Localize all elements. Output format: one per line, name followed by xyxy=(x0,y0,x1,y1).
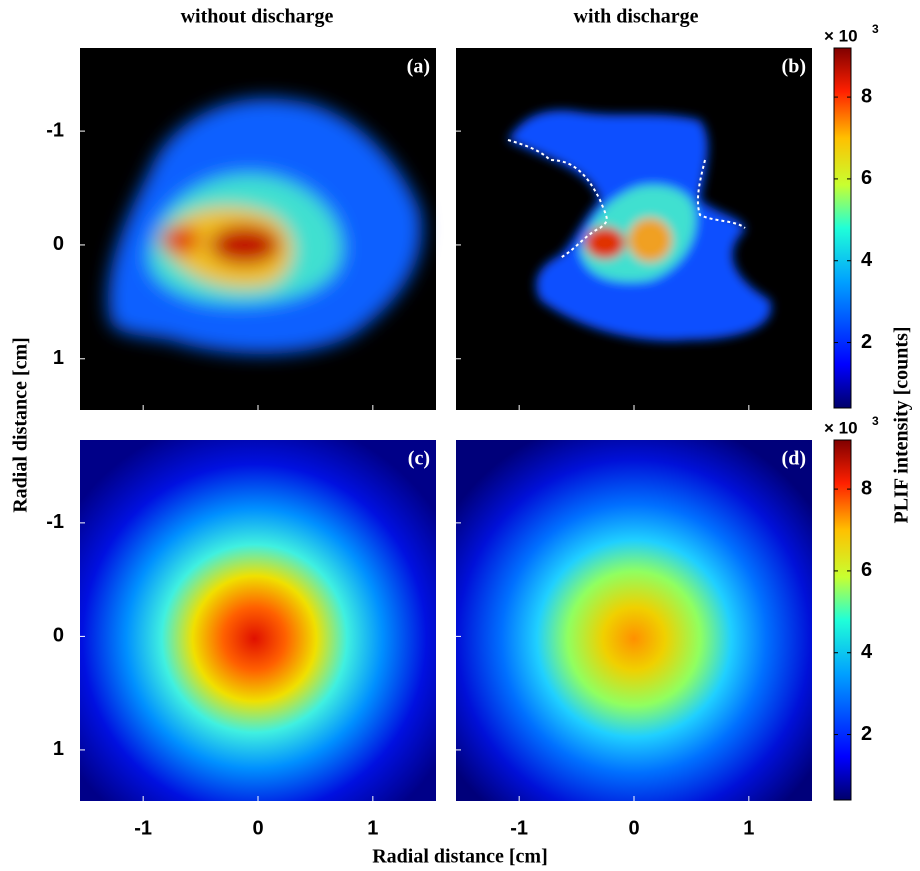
y-tick-label: 0 xyxy=(53,625,64,647)
colorbar xyxy=(833,439,852,801)
colorbar-tick-label: 4 xyxy=(861,249,873,271)
colorbar-tick-label: 8 xyxy=(861,85,872,107)
x-tick-label: 0 xyxy=(628,817,639,839)
colorbar-tick-label: 6 xyxy=(861,559,872,581)
colorbar-tick-label: 8 xyxy=(861,477,872,499)
image-b xyxy=(456,48,812,410)
x-tick-label: -1 xyxy=(134,817,152,839)
column-title: without discharge xyxy=(181,6,334,28)
panel-label: (c) xyxy=(408,448,430,470)
image-a xyxy=(80,48,436,410)
colorbar-exponent: 3 xyxy=(872,414,879,428)
colorbar-exponent: 3 xyxy=(872,22,879,36)
colorbar-multiplier: × 10 xyxy=(824,418,858,437)
colorbar xyxy=(833,47,852,409)
colorbar-multiplier: × 10 xyxy=(824,26,858,45)
y-tick-label: -1 xyxy=(46,511,64,533)
x-tick-label: 0 xyxy=(252,817,263,839)
y-tick-label: 0 xyxy=(53,233,64,255)
panel-label: (d) xyxy=(782,448,806,470)
panel-label: (a) xyxy=(407,56,430,78)
y-tick-label: 1 xyxy=(53,347,64,369)
y-tick-label: 1 xyxy=(53,738,64,760)
x-tick-label: -1 xyxy=(510,817,528,839)
image-c xyxy=(80,440,436,801)
colorbar-tick-label: 4 xyxy=(861,641,873,663)
x-axis-label: Radial distance [cm] xyxy=(372,846,548,868)
colorbar-tick-label: 6 xyxy=(861,167,872,189)
colorbar-tick-label: 2 xyxy=(861,723,872,745)
image-d xyxy=(456,440,812,801)
column-title: with discharge xyxy=(574,6,699,28)
y-axis-label: Radial distance [cm] xyxy=(10,337,32,513)
x-tick-label: 1 xyxy=(743,817,754,839)
panel-label: (b) xyxy=(782,56,806,78)
colorbar-label: PLIF intensity [counts] xyxy=(891,326,913,523)
x-tick-label: 1 xyxy=(367,817,378,839)
colorbar-tick-label: 2 xyxy=(861,331,872,353)
y-tick-label: -1 xyxy=(46,119,64,141)
